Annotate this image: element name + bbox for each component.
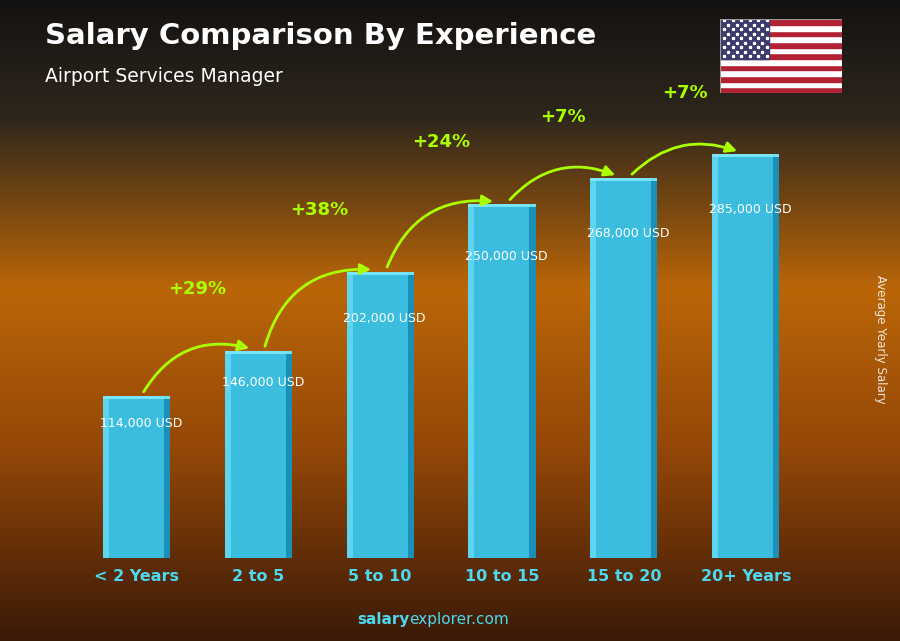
Bar bbox=[720, 71, 842, 76]
Bar bbox=[468, 204, 536, 558]
Text: 285,000 USD: 285,000 USD bbox=[709, 203, 792, 215]
Bar bbox=[720, 81, 842, 87]
Bar bbox=[346, 272, 414, 558]
Bar bbox=[720, 19, 769, 59]
Bar bbox=[103, 396, 109, 558]
Text: explorer.com: explorer.com bbox=[410, 612, 509, 627]
Bar bbox=[103, 396, 170, 399]
Bar bbox=[720, 47, 842, 53]
Bar bbox=[590, 178, 657, 181]
Text: +29%: +29% bbox=[168, 281, 226, 299]
Bar bbox=[652, 178, 657, 558]
Bar bbox=[225, 351, 292, 354]
Text: 268,000 USD: 268,000 USD bbox=[588, 228, 670, 240]
Bar bbox=[720, 42, 842, 47]
Bar bbox=[346, 272, 414, 275]
Text: 114,000 USD: 114,000 USD bbox=[100, 417, 182, 430]
Bar bbox=[720, 19, 842, 25]
Bar bbox=[720, 59, 842, 65]
Text: 202,000 USD: 202,000 USD bbox=[344, 312, 426, 324]
Bar bbox=[720, 31, 842, 37]
Text: +7%: +7% bbox=[540, 108, 586, 126]
Text: Airport Services Manager: Airport Services Manager bbox=[45, 67, 283, 87]
Text: Average Yearly Salary: Average Yearly Salary bbox=[874, 276, 886, 404]
Text: +38%: +38% bbox=[290, 201, 348, 219]
Bar bbox=[590, 178, 597, 558]
Bar bbox=[225, 351, 292, 558]
Bar bbox=[468, 204, 474, 558]
Bar bbox=[712, 154, 779, 558]
Text: 250,000 USD: 250,000 USD bbox=[465, 249, 548, 263]
Bar bbox=[164, 396, 170, 558]
Bar bbox=[720, 25, 842, 31]
Bar bbox=[720, 65, 842, 71]
Text: salary: salary bbox=[357, 612, 410, 627]
Text: +7%: +7% bbox=[662, 83, 707, 102]
Bar bbox=[590, 178, 657, 558]
Bar bbox=[720, 53, 842, 59]
Bar bbox=[285, 351, 292, 558]
Bar bbox=[468, 204, 536, 207]
Text: Salary Comparison By Experience: Salary Comparison By Experience bbox=[45, 22, 596, 51]
Bar bbox=[773, 154, 779, 558]
Text: +24%: +24% bbox=[412, 133, 470, 151]
Bar bbox=[225, 351, 230, 558]
Bar bbox=[720, 76, 842, 81]
Bar bbox=[103, 396, 170, 558]
Bar bbox=[712, 154, 718, 558]
Bar bbox=[408, 272, 414, 558]
Bar bbox=[712, 154, 779, 157]
Bar bbox=[346, 272, 353, 558]
Bar bbox=[720, 37, 842, 42]
Bar bbox=[529, 204, 535, 558]
Bar bbox=[720, 87, 842, 93]
Text: 146,000 USD: 146,000 USD bbox=[221, 376, 304, 388]
